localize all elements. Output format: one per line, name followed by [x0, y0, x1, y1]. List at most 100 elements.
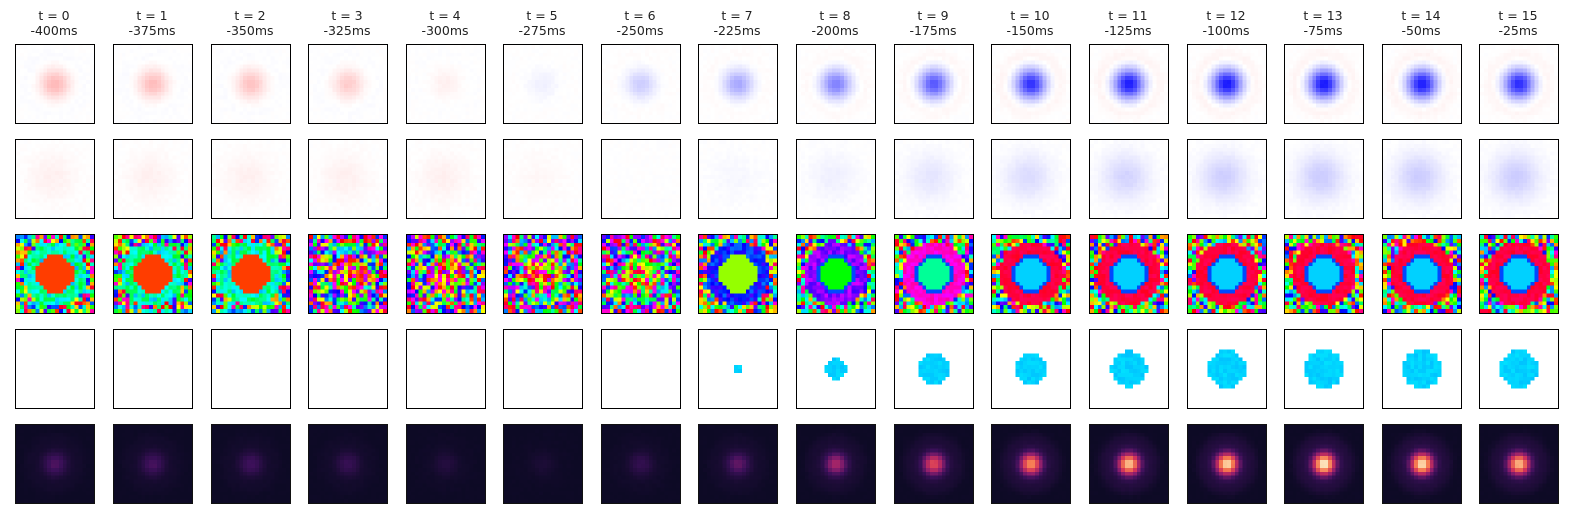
hsv-phase-tile: [211, 234, 291, 314]
bwr-diffuse-tile: [308, 139, 388, 219]
magnitude-heatmap: [895, 425, 973, 503]
frame-header-8: t = 8 -200ms: [790, 8, 880, 38]
magnitude-heatmap: [797, 425, 875, 503]
bwr-diffuse-tile: [894, 139, 974, 219]
magnitude-tile: [308, 424, 388, 504]
bwr-center-heatmap: [1480, 45, 1558, 123]
hsv-masked-tile: [211, 329, 291, 409]
bwr-diffuse-heatmap: [1090, 140, 1168, 218]
hsv-phase-tile: [1382, 234, 1462, 314]
frame-index-label: t = 8: [819, 8, 851, 23]
bwr-center-heatmap: [1090, 45, 1168, 123]
bwr-diffuse-heatmap: [895, 140, 973, 218]
bwr-diffuse-heatmap: [1285, 140, 1363, 218]
hsv-masked-tile: [1089, 329, 1169, 409]
hsv-phase-tile: [503, 234, 583, 314]
frame-header-4: t = 4 -300ms: [400, 8, 490, 38]
frame-header-15: t = 15 -25ms: [1473, 8, 1563, 38]
hsv-phase-tile: [15, 234, 95, 314]
hsv-masked-heatmap: [309, 330, 387, 408]
hsv-masked-tile: [796, 329, 876, 409]
magnitude-tile: [1089, 424, 1169, 504]
bwr-center-tile: [1089, 44, 1169, 124]
bwr-center-heatmap: [212, 45, 290, 123]
hsv-phase-heatmap: [309, 235, 387, 313]
magnitude-tile: [698, 424, 778, 504]
frame-index-label: t = 11: [1108, 8, 1148, 23]
bwr-diffuse-tile: [406, 139, 486, 219]
hsv-masked-heatmap: [895, 330, 973, 408]
frame-time-label: -50ms: [1401, 23, 1441, 38]
hsv-masked-heatmap: [1285, 330, 1363, 408]
magnitude-tile: [15, 424, 95, 504]
magnitude-heatmap: [1188, 425, 1266, 503]
bwr-diffuse-heatmap: [602, 140, 680, 218]
hsv-phase-tile: [991, 234, 1071, 314]
frame-time-label: -75ms: [1303, 23, 1343, 38]
bwr-diffuse-tile: [991, 139, 1071, 219]
hsv-masked-tile: [601, 329, 681, 409]
bwr-center-tile: [601, 44, 681, 124]
hsv-phase-tile: [1479, 234, 1559, 314]
frame-time-label: -275ms: [518, 23, 566, 38]
magnitude-tile: [796, 424, 876, 504]
bwr-diffuse-heatmap: [1383, 140, 1461, 218]
hsv-masked-tile: [991, 329, 1071, 409]
bwr-center-tile: [503, 44, 583, 124]
hsv-phase-heatmap: [407, 235, 485, 313]
frame-time-label: -100ms: [1202, 23, 1250, 38]
frame-header-5: t = 5 -275ms: [497, 8, 587, 38]
hsv-phase-heatmap: [16, 235, 94, 313]
hsv-phase-heatmap: [1188, 235, 1266, 313]
bwr-diffuse-tile: [1089, 139, 1169, 219]
frame-index-label: t = 10: [1010, 8, 1050, 23]
frame-time-label: -300ms: [421, 23, 469, 38]
frame-index-label: t = 1: [136, 8, 168, 23]
magnitude-heatmap: [699, 425, 777, 503]
hsv-masked-heatmap: [1188, 330, 1266, 408]
bwr-diffuse-tile: [211, 139, 291, 219]
bwr-center-tile: [1479, 44, 1559, 124]
bwr-diffuse-tile: [796, 139, 876, 219]
hsv-masked-heatmap: [602, 330, 680, 408]
magnitude-tile: [991, 424, 1071, 504]
bwr-diffuse-tile: [601, 139, 681, 219]
frame-time-label: -250ms: [616, 23, 664, 38]
hsv-masked-heatmap: [797, 330, 875, 408]
frame-index-label: t = 7: [721, 8, 753, 23]
hsv-masked-heatmap: [16, 330, 94, 408]
frame-time-label: -175ms: [909, 23, 957, 38]
frame-header-7: t = 7 -225ms: [692, 8, 782, 38]
magnitude-heatmap: [1285, 425, 1363, 503]
frame-header-2: t = 2 -350ms: [205, 8, 295, 38]
bwr-diffuse-tile: [1382, 139, 1462, 219]
bwr-center-tile: [406, 44, 486, 124]
hsv-masked-tile: [503, 329, 583, 409]
bwr-diffuse-heatmap: [16, 140, 94, 218]
hsv-phase-tile: [308, 234, 388, 314]
magnitude-heatmap: [407, 425, 485, 503]
frame-header-10: t = 10 -150ms: [985, 8, 1075, 38]
magnitude-tile: [113, 424, 193, 504]
frame-index-label: t = 14: [1401, 8, 1441, 23]
bwr-center-heatmap: [699, 45, 777, 123]
bwr-center-heatmap: [797, 45, 875, 123]
frame-header-9: t = 9 -175ms: [888, 8, 978, 38]
hsv-phase-heatmap: [602, 235, 680, 313]
frame-time-label: -200ms: [811, 23, 859, 38]
bwr-diffuse-heatmap: [114, 140, 192, 218]
hsv-masked-heatmap: [699, 330, 777, 408]
hsv-masked-heatmap: [1090, 330, 1168, 408]
magnitude-heatmap: [1090, 425, 1168, 503]
frame-time-label: -350ms: [226, 23, 274, 38]
magnitude-tile: [1187, 424, 1267, 504]
magnitude-tile: [894, 424, 974, 504]
hsv-masked-tile: [698, 329, 778, 409]
hsv-masked-tile: [1382, 329, 1462, 409]
hsv-phase-heatmap: [1090, 235, 1168, 313]
bwr-center-tile: [211, 44, 291, 124]
hsv-phase-heatmap: [992, 235, 1070, 313]
hsv-phase-heatmap: [1383, 235, 1461, 313]
hsv-masked-heatmap: [212, 330, 290, 408]
hsv-masked-tile: [113, 329, 193, 409]
